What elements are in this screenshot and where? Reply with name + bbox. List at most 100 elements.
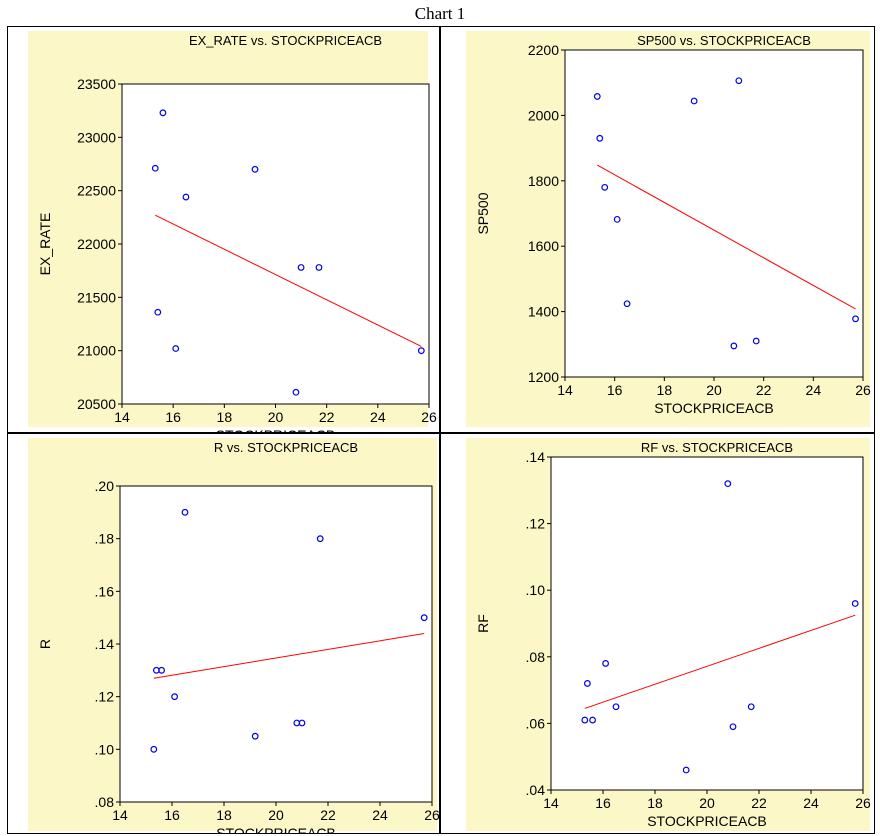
data-point xyxy=(730,342,738,350)
y-axis-label: RF xyxy=(475,614,491,633)
y-tick-label: .14 xyxy=(95,636,115,652)
data-point xyxy=(150,745,158,753)
x-tick-label: 14 xyxy=(112,807,128,823)
x-tick-label: 20 xyxy=(706,382,722,398)
grid-divider-horizontal xyxy=(8,432,874,434)
data-point xyxy=(151,164,159,172)
x-axis-label: STOCKPRICEACB xyxy=(647,813,767,829)
y-tick-label: 23000 xyxy=(77,129,116,145)
data-point xyxy=(602,660,610,667)
regression-line xyxy=(155,214,422,347)
data-point xyxy=(690,97,698,105)
data-point xyxy=(752,337,760,345)
y-tick-label: 1400 xyxy=(528,304,559,320)
x-tick-label: 20 xyxy=(268,807,284,823)
y-tick-label: .04 xyxy=(526,782,546,798)
data-point xyxy=(612,703,620,711)
x-tick-label: 26 xyxy=(855,382,871,398)
plot-area xyxy=(121,83,430,405)
scatter-chart-1: EX_RATE vs. STOCKPRICEACB 14 16 18 20 22 24 26 2… xyxy=(28,31,437,432)
x-tick-label: 24 xyxy=(803,795,819,811)
x-axis-label: STOCKPRICEACB xyxy=(216,825,336,833)
x-tick-label: 24 xyxy=(370,409,386,425)
y-tick-label: .06 xyxy=(526,715,546,731)
data-point xyxy=(182,193,190,201)
plot-area xyxy=(564,49,864,378)
chart-panel-r: R vs. STOCKPRICEACB 14 16 18 20 22 24 26 .08 .10.… xyxy=(8,434,439,833)
data-point xyxy=(593,93,601,100)
y-axis-label: SP500 xyxy=(475,192,491,234)
y-tick-label: .16 xyxy=(95,583,115,599)
x-tick-label: 22 xyxy=(320,807,336,823)
regression-line xyxy=(153,632,425,679)
x-tick-label: 26 xyxy=(855,795,871,811)
data-point xyxy=(159,109,167,117)
y-tick-label: .20 xyxy=(95,478,115,494)
data-point xyxy=(181,508,189,516)
data-point xyxy=(589,716,597,724)
data-point xyxy=(420,614,428,622)
scatter-chart-2: SP500 vs. STOCKPRICEACB 14 16 18 20 22 24 26 120… xyxy=(466,31,871,427)
x-tick-label: 22 xyxy=(751,795,767,811)
x-tick-label: 14 xyxy=(557,382,573,398)
y-tick-label: 21000 xyxy=(77,343,116,359)
x-tick-label: 18 xyxy=(216,807,232,823)
regression-line xyxy=(597,164,856,310)
grid-divider-vertical xyxy=(439,27,441,833)
data-point xyxy=(682,766,690,774)
x-tick-label: 16 xyxy=(164,807,180,823)
y-tick-label: 23500 xyxy=(77,76,116,92)
data-point xyxy=(601,183,609,191)
data-point xyxy=(747,703,755,711)
data-point xyxy=(851,600,859,607)
data-point xyxy=(581,716,589,724)
data-point xyxy=(297,264,305,271)
y-tick-label: .18 xyxy=(95,531,115,547)
x-tick-label: 26 xyxy=(421,409,437,425)
data-point xyxy=(852,315,859,323)
chart-title: SP500 vs. STOCKPRICEACB xyxy=(637,33,811,48)
chart-title: EX_RATE vs. STOCKPRICEACB xyxy=(189,33,382,48)
data-point xyxy=(316,535,324,543)
x-tick-label: 18 xyxy=(657,382,673,398)
x-axis-label: STOCKPRICEACB xyxy=(654,400,774,416)
chart-grid: EX_RATE vs. STOCKPRICEACB 14 16 18 20 22 24 26 2… xyxy=(7,26,875,834)
y-tick-label: .12 xyxy=(526,516,546,532)
y-tick-label: 1800 xyxy=(528,173,559,189)
scatter-chart-3: R vs. STOCKPRICEACB 14 16 18 20 22 24 26 .08 .10.… xyxy=(28,438,439,833)
y-axis-label: EX_RATE xyxy=(37,213,53,276)
chart-panel-sp500: SP500 vs. STOCKPRICEACB 14 16 18 20 22 24 26 120… xyxy=(441,27,874,432)
chart-panel-rf: RF vs. STOCKPRICEACB 14 16 18 20 22 24 26 .04 .06… xyxy=(441,434,874,833)
x-tick-label: 16 xyxy=(595,795,611,811)
x-tick-label: 14 xyxy=(114,409,130,425)
y-axis-label: R xyxy=(37,639,53,649)
data-point xyxy=(251,732,259,740)
y-tick-label: 2200 xyxy=(528,42,559,58)
y-tick-label: .14 xyxy=(526,449,546,465)
data-point xyxy=(735,77,743,85)
data-point xyxy=(596,134,604,142)
data-point xyxy=(724,480,732,488)
chart-title: R vs. STOCKPRICEACB xyxy=(214,440,358,455)
x-tick-label: 20 xyxy=(268,409,284,425)
data-point xyxy=(171,693,179,701)
data-point xyxy=(292,388,300,396)
data-point xyxy=(729,723,737,731)
x-tick-label: 20 xyxy=(699,795,715,811)
data-point xyxy=(613,215,621,223)
y-tick-label: 21500 xyxy=(77,289,116,305)
x-tick-label: 26 xyxy=(424,807,439,823)
x-tick-label: 16 xyxy=(165,409,181,425)
x-axis-label: STOCKPRICEACB xyxy=(216,427,336,432)
x-tick-label: 22 xyxy=(319,409,335,425)
data-point xyxy=(623,300,631,308)
page-title: Chart 1 xyxy=(414,4,466,23)
data-point xyxy=(417,347,425,355)
x-tick-label: 18 xyxy=(217,409,233,425)
chart-panel-ex-rate: EX_RATE vs. STOCKPRICEACB 14 16 18 20 22 24 26 2… xyxy=(8,27,439,432)
data-point xyxy=(298,719,306,727)
x-tick-label: 18 xyxy=(647,795,663,811)
y-tick-label: 2000 xyxy=(528,107,559,123)
scatter-chart-4: RF vs. STOCKPRICEACB 14 16 18 20 22 24 26 .04 .06… xyxy=(466,438,871,831)
plot-area xyxy=(550,456,864,791)
